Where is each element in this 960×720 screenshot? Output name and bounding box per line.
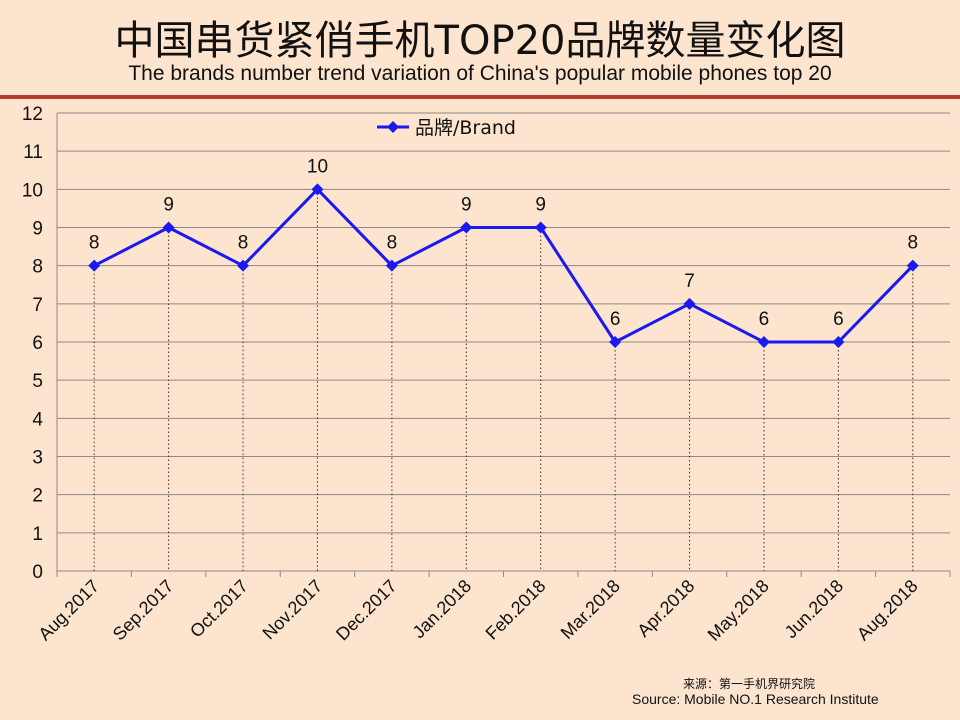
y-tick-label: 8	[32, 257, 43, 278]
x-tick-label: Aug.2018	[853, 576, 922, 645]
drop-lines-layer	[93, 189, 914, 571]
data-label: 6	[610, 309, 621, 330]
data-point-marker	[683, 297, 696, 310]
data-label: 9	[461, 195, 472, 216]
y-tick-label: 10	[22, 180, 43, 201]
legend: 品牌/Brand	[377, 117, 516, 139]
data-label: 8	[908, 233, 919, 254]
series-line-brand	[93, 187, 914, 344]
x-tick-label: Feb.2018	[482, 576, 550, 644]
data-point-marker	[88, 259, 101, 272]
x-tick-label: Sep.2017	[109, 576, 178, 645]
data-point-marker	[609, 336, 622, 348]
data-label: 8	[89, 233, 100, 254]
data-label: 8	[238, 233, 249, 254]
y-tick-label: 9	[32, 219, 43, 240]
x-tick-label: Dec.2017	[332, 576, 401, 645]
data-label: 6	[759, 309, 770, 330]
data-point-marker	[832, 336, 845, 348]
y-tick-label: 1	[32, 524, 43, 545]
data-label: 8	[387, 233, 398, 254]
data-point-marker	[311, 183, 324, 196]
x-tick-label: Aug.2017	[34, 576, 103, 645]
data-point-marker	[385, 259, 398, 272]
data-labels-layer: 8 9 8 10 8 9 9 6 7 6 6 8	[89, 156, 918, 330]
data-point-marker	[534, 221, 547, 234]
y-tick-label: 5	[32, 371, 43, 392]
legend-marker	[387, 121, 399, 133]
source-en: Source: Mobile NO.1 Research Institute	[632, 691, 879, 707]
x-tick-label: Oct.2017	[186, 576, 252, 642]
y-tick-label: 4	[32, 409, 43, 430]
data-point-marker	[757, 336, 770, 348]
title-divider	[0, 95, 960, 99]
y-tick-label: 7	[32, 295, 43, 316]
data-label: 7	[684, 271, 695, 292]
y-tick-label: 0	[32, 562, 43, 583]
x-tick-label: Apr.2018	[633, 576, 698, 641]
x-tick-label: Mar.2018	[557, 576, 624, 643]
data-label: 9	[535, 195, 546, 216]
legend-label: 品牌/Brand	[415, 117, 516, 139]
x-tick-label: Jun.2018	[781, 576, 848, 643]
data-point-marker	[162, 221, 175, 234]
chart-title-cn: 中国串货紧俏手机TOP20品牌数量变化图	[114, 18, 846, 64]
data-point-marker	[237, 259, 250, 272]
chart-title-en: The brands number trend variation of Chi…	[128, 62, 832, 85]
data-label: 10	[307, 156, 328, 177]
y-tick-label: 6	[32, 333, 43, 354]
x-tick-label: May.2018	[704, 576, 773, 645]
y-tick-label: 3	[32, 448, 43, 469]
series-layer	[88, 183, 919, 348]
y-tick-label: 11	[23, 142, 43, 163]
grid-layer	[57, 112, 950, 534]
y-tick-label: 2	[32, 486, 43, 507]
y-tick-label: 12	[22, 104, 43, 125]
data-label: 9	[163, 195, 174, 216]
source-cn: 来源：第一手机界研究院	[683, 677, 816, 691]
x-tick-label: Nov.2017	[259, 576, 327, 644]
data-label: 6	[833, 309, 844, 330]
data-point-marker	[906, 259, 919, 272]
x-tick-label: Jan.2018	[409, 576, 476, 643]
data-point-marker	[460, 221, 473, 234]
